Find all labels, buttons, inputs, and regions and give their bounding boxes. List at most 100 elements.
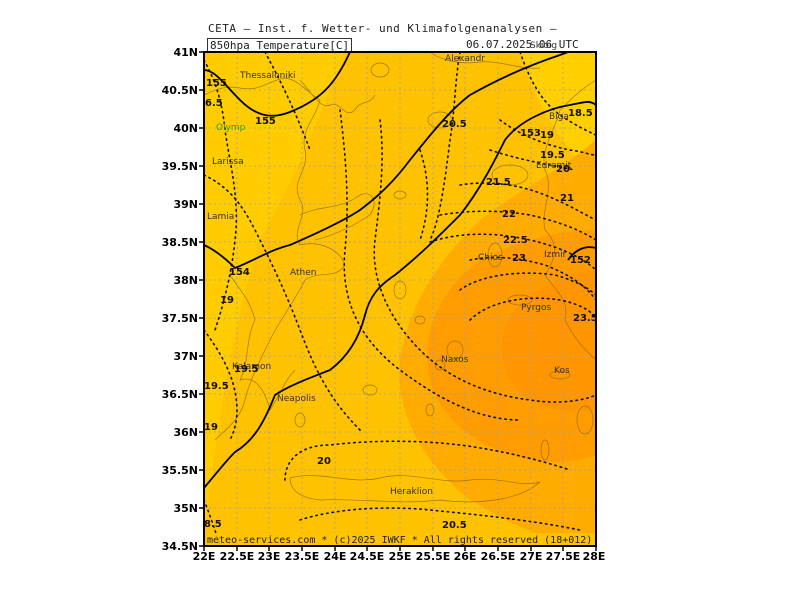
isoline-label-20-5: 20.5 xyxy=(442,119,467,130)
place-edremit: Edremit xyxy=(536,161,572,171)
y-tick-37-5n: 37.5N xyxy=(162,312,198,325)
x-tick-22e: 22E xyxy=(193,550,216,563)
contour-labels: 155 6.5 155 20.5 18.5 153 19 19.5 20 21.… xyxy=(204,78,598,531)
x-tick-25e: 25E xyxy=(389,550,412,563)
coast-thrace xyxy=(429,52,541,69)
place-lamia: Lamia xyxy=(207,212,234,222)
y-tick-37n: 37N xyxy=(173,350,198,363)
place-kalamon: Kalamon xyxy=(232,362,271,372)
y-tick-39-5n: 39.5N xyxy=(162,160,198,173)
x-tick-23e: 23E xyxy=(258,550,281,563)
isoline-label-23-5: 23.5 xyxy=(573,313,598,324)
island-kythira xyxy=(294,412,306,428)
x-tick-24e: 24E xyxy=(324,550,347,563)
place-kos: Kos xyxy=(554,366,570,376)
island-paros xyxy=(434,359,446,371)
isoline-label-20-b: 20 xyxy=(317,456,331,467)
isoline-label-8-5: 8.5 xyxy=(204,519,222,530)
x-tick-27e: 27E xyxy=(520,550,543,563)
coastlines xyxy=(204,52,596,503)
coast-crete xyxy=(289,475,541,503)
island-milos xyxy=(362,384,378,396)
shade-warm-core xyxy=(501,270,596,412)
isoline-label-19-c: 19 xyxy=(204,422,218,433)
place-neapolis: Neapolis xyxy=(277,394,316,404)
axis-ticks xyxy=(199,51,597,551)
place-thessaloniki: Thessaloniki xyxy=(239,71,296,81)
contour-154 xyxy=(204,52,569,270)
contour-152 xyxy=(567,246,596,261)
isoline-label-19-5-c: 19.5 xyxy=(204,381,229,392)
temperature-isolines xyxy=(204,52,596,546)
x-tick-23-5e: 23.5E xyxy=(285,550,320,563)
isoline-label-19-5-a: 19.5 xyxy=(540,150,565,161)
y-tick-36-5n: 36.5N xyxy=(162,388,198,401)
place-alexandr: Alexandr xyxy=(445,54,485,64)
coast-turkey xyxy=(543,79,596,361)
x-tick-26-5e: 26.5E xyxy=(481,550,516,563)
place-labels: Thessaloniki Alexandr Skioig Olymp Laris… xyxy=(207,41,572,497)
island-thasos xyxy=(370,62,390,78)
contour-155-top xyxy=(204,52,351,117)
island-chios xyxy=(487,242,503,268)
place-larissa: Larissa xyxy=(212,157,244,167)
island-rhodes xyxy=(576,405,594,435)
contour-153 xyxy=(204,101,596,489)
island-santorini xyxy=(425,403,435,417)
place-olymp: Olymp xyxy=(216,123,246,133)
chart-title: CETA – Inst. f. Wetter- und Klimafolgena… xyxy=(208,22,558,35)
y-tick-41n: 41N xyxy=(173,46,198,59)
y-tick-40n: 40N xyxy=(173,122,198,135)
x-tick-27-5e: 27.5E xyxy=(546,550,581,563)
contour-label-155-top: 155 xyxy=(206,78,227,89)
isoline-label-22-5: 22.5 xyxy=(503,235,528,246)
place-pyrgos: Pyrgos xyxy=(521,303,552,313)
isoline-label-21-a: 21 xyxy=(560,193,574,204)
y-tick-35n: 35N xyxy=(173,502,198,515)
coast-peloponnese xyxy=(229,274,296,411)
y-tick-38n: 38N xyxy=(173,274,198,287)
y-tick-35-5n: 35.5N xyxy=(162,464,198,477)
place-heraklion: Heraklion xyxy=(390,487,433,497)
x-tick-22-5e: 22.5E xyxy=(220,550,255,563)
contour-label-153: 153 xyxy=(520,128,541,139)
island-kos xyxy=(549,370,571,380)
place-izmir: Izmir xyxy=(544,250,567,260)
y-tick-38-5n: 38.5N xyxy=(162,236,198,249)
island-naxos xyxy=(446,340,464,360)
place-chios: Chios xyxy=(478,253,503,263)
footer-bar xyxy=(204,533,596,546)
x-tick-28e: 28E xyxy=(583,550,606,563)
grid xyxy=(204,52,596,546)
y-tick-40-5n: 40.5N xyxy=(162,84,198,97)
contour-label-154: 154 xyxy=(229,267,250,278)
isoline-label-6-5: 6.5 xyxy=(205,98,223,109)
isoline-label-20-a: 20 xyxy=(556,164,570,175)
geopotential-contours xyxy=(204,52,596,489)
place-athen: Athen xyxy=(290,268,316,278)
shade-cool-west xyxy=(204,52,345,546)
copyright-footer: meteo-services.com * (c)2025 IWKF * All … xyxy=(207,535,592,546)
x-tick-24-5e: 24.5E xyxy=(350,550,385,563)
y-axis-labels: 41N 40.5N 40N 39.5N 39N 38.5N 38N 37.5N … xyxy=(162,46,198,553)
isoline-label-21-5: 21.5 xyxy=(486,177,511,188)
island-karpathos xyxy=(540,439,550,461)
place-skiathos-partial: Skioig xyxy=(530,41,557,51)
contour-label-155: 155 xyxy=(255,116,276,127)
x-tick-26e: 26E xyxy=(454,550,477,563)
x-tick-25-5e: 25.5E xyxy=(416,550,451,563)
coast-mainland xyxy=(204,77,346,441)
place-naxos: Naxos xyxy=(441,355,469,365)
isoline-label-19-5-b: 19.5 xyxy=(234,364,259,375)
island-mykonos xyxy=(414,315,426,325)
map-area xyxy=(204,52,596,546)
isoline-label-20-5-b: 20.5 xyxy=(442,520,467,531)
isoline-label-23: 23 xyxy=(512,253,526,264)
isoline-label-18-5: 18.5 xyxy=(568,108,593,119)
isoline-label-19-b: 19 xyxy=(220,295,234,306)
x-axis-labels: 22E 22.5E 23E 23.5E 24E 24.5E 25E 25.5E … xyxy=(193,550,606,563)
valid-time-label: 06.07.2025 06 UTC xyxy=(466,38,579,51)
isoline-label-19-a: 19 xyxy=(540,130,554,141)
y-tick-34-5n: 34.5N xyxy=(162,540,198,553)
